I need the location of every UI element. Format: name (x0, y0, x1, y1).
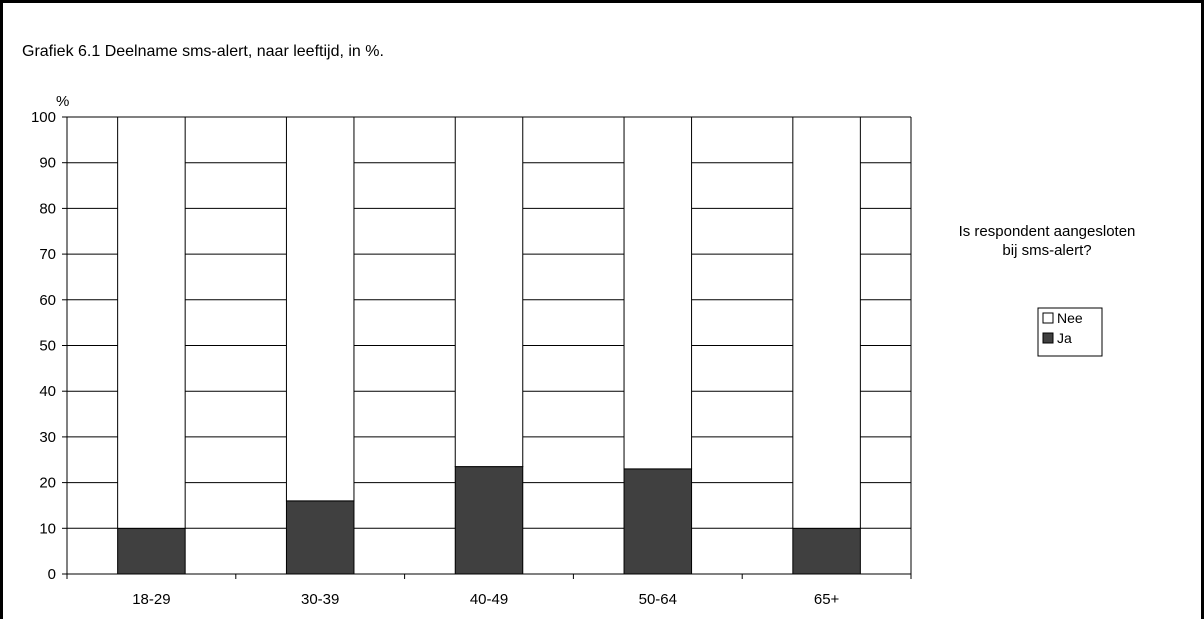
bar-ja (117, 527, 186, 575)
y-tick-label: 100 (31, 109, 56, 126)
bar-nee (792, 116, 861, 529)
legend-label-ja: Ja (1057, 330, 1072, 346)
bar-ja (285, 500, 355, 575)
legend: Is respondent aangesloten bij sms-alert?… (959, 223, 1136, 357)
legend-title-line-2: bij sms-alert? (1002, 242, 1091, 259)
bar-nee (117, 116, 186, 529)
bar-nee (285, 116, 355, 502)
y-tick-label: 60 (39, 292, 56, 309)
y-tick-label: 50 (39, 338, 56, 355)
y-tick-label: 80 (39, 200, 56, 217)
x-tick-label: 18-29 (132, 591, 170, 608)
y-tick-label: 10 (39, 520, 56, 537)
bar-ja (792, 527, 861, 575)
plot-area: 0 10 20 30 40 50 60 70 80 90 100 18-29 30-39 40-49 50-… (31, 109, 912, 608)
y-tick-label: 0 (48, 566, 56, 583)
legend-swatch-ja (1042, 332, 1054, 344)
y-tick-label: 30 (39, 429, 56, 446)
x-tick-label: 65+ (814, 591, 840, 608)
x-tick-label: 30-39 (301, 591, 339, 608)
x-tick-label: 40-49 (470, 591, 508, 608)
bar-ja (454, 466, 524, 575)
bar-ja (623, 468, 693, 575)
x-tick-label: 50-64 (639, 591, 677, 608)
chart-title: Grafiek 6.1 Deelname sms-alert, naar lee… (22, 43, 384, 60)
y-tick-label: 40 (39, 383, 56, 400)
legend-title-line-1: Is respondent aangesloten (959, 223, 1136, 240)
y-axis-label: % (56, 93, 69, 110)
legend-label-nee: Nee (1057, 310, 1083, 326)
bar-nee (623, 116, 693, 470)
y-tick-label: 70 (39, 246, 56, 263)
legend-swatch-nee (1042, 312, 1054, 324)
y-tick-label: 90 (39, 155, 56, 172)
legend-items: Nee Ja (1042, 310, 1083, 346)
y-tick-label: 20 (39, 475, 56, 492)
bar-nee (454, 116, 524, 468)
